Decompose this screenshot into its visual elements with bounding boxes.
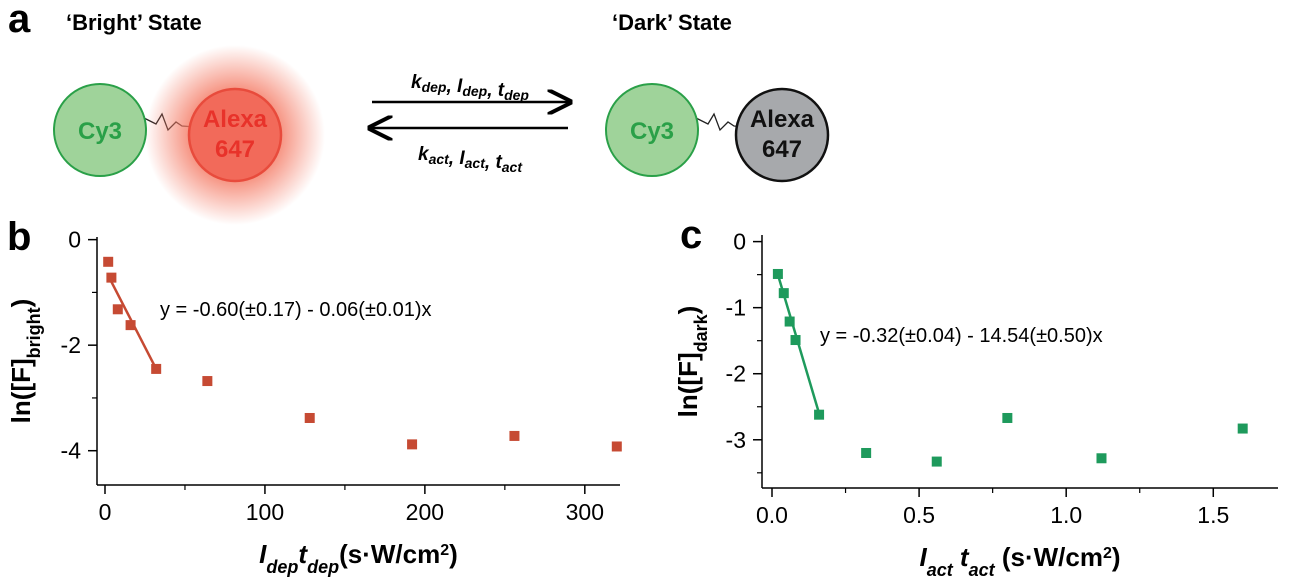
rate-subscript: act <box>429 151 451 167</box>
axis-label-part: t <box>953 542 970 572</box>
x-tick-label: 1.0 <box>1050 502 1082 528</box>
data-point <box>509 430 520 441</box>
rate-symbol: t <box>498 80 505 101</box>
panel-label: a <box>8 0 31 41</box>
acceptor <box>187 87 283 183</box>
acceptor <box>734 87 830 183</box>
rate-label: kdep, Idep, tdep <box>411 72 529 103</box>
x-tick-label: 0.0 <box>756 502 788 528</box>
acceptor-label: 647 <box>762 136 802 163</box>
data-point <box>790 335 801 346</box>
axis-label-part: t <box>298 539 308 569</box>
data-point <box>202 376 213 387</box>
axis-label-part: I <box>259 539 267 569</box>
y-tick-label: -3 <box>726 427 746 453</box>
rate-subscript: dep <box>422 79 447 95</box>
rate-symbol: I <box>457 76 463 97</box>
state-title: ‘Bright’ State <box>66 10 202 35</box>
x-tick-label: 200 <box>406 499 444 525</box>
rate-symbol: k <box>411 72 423 93</box>
axis-label-part: (s·W/cm <box>339 539 440 569</box>
data-point <box>611 441 622 452</box>
linker <box>695 112 785 132</box>
data-point <box>1237 423 1248 434</box>
panel-label: b <box>7 215 31 259</box>
y-tick-label: -2 <box>61 332 81 358</box>
data-point <box>814 409 825 420</box>
x-tick-label: 1.5 <box>1197 502 1229 528</box>
state-title: ‘Dark’ State <box>612 10 732 35</box>
axis-label-part: ) <box>6 299 36 308</box>
axis-label-part: I <box>919 542 927 572</box>
data-point <box>1002 412 1013 423</box>
rate-subscript: dep <box>462 83 487 99</box>
separator: , <box>445 76 457 97</box>
axis-label-part: act <box>927 560 954 580</box>
axis-label-part: ) <box>1112 542 1121 572</box>
donor <box>53 83 147 177</box>
axis-label-part: ) <box>449 539 458 569</box>
axis-label-part: 2 <box>1103 545 1112 562</box>
separator: , <box>448 148 460 169</box>
axis-label-part: ) <box>673 306 703 315</box>
rate-symbol: k <box>418 144 430 165</box>
data-point <box>784 316 795 327</box>
acceptor-label: 647 <box>215 136 255 163</box>
y-tick-label: -4 <box>61 438 82 464</box>
data-point <box>112 304 123 315</box>
x-tick-label: 100 <box>246 499 284 525</box>
axis-label: ln([F]dark) <box>673 306 711 418</box>
rate-symbol: I <box>459 148 465 169</box>
rate-subscript: dep <box>504 87 529 103</box>
axis-label-part: bright <box>24 307 44 358</box>
data-point <box>106 272 117 283</box>
data-point <box>407 439 418 450</box>
data-point <box>778 288 789 299</box>
axis-label-part: ln([F] <box>673 352 703 417</box>
data-point <box>103 256 114 267</box>
data-point <box>861 447 872 458</box>
data-point <box>1096 453 1107 464</box>
axis-label-part: dark <box>691 313 711 352</box>
fit-equation: y = -0.60(±0.17) - 0.06(±0.01)x <box>160 299 432 321</box>
x-tick-label: 300 <box>566 499 604 525</box>
donor-label: Cy3 <box>630 118 674 145</box>
panel-label: c <box>680 213 702 257</box>
axis-label-part: ln([F] <box>6 358 36 423</box>
data-point <box>772 268 783 279</box>
data-point <box>931 456 942 467</box>
axis-label: ln([F]bright) <box>6 299 44 424</box>
x-tick-label: 0 <box>99 499 112 525</box>
axis-label-part: 2 <box>440 542 449 559</box>
axis-label-part: dep <box>307 557 339 577</box>
y-tick-label: -1 <box>726 295 746 321</box>
acceptor-label: Alexa <box>750 106 815 133</box>
axis-label-part: (s·W/cm <box>995 542 1103 572</box>
donor-label: Cy3 <box>78 118 122 145</box>
axis-label: Iact tact (s·W/cm2) <box>919 542 1120 580</box>
rate-subscript: act <box>465 155 487 171</box>
acceptor-label: Alexa <box>203 106 268 133</box>
axis-label: Ideptdep(s·W/cm2) <box>259 539 458 577</box>
separator: , <box>486 80 498 101</box>
data-point <box>125 320 136 331</box>
axis-label-part: dep <box>266 557 298 577</box>
rate-symbol: t <box>495 152 502 173</box>
y-tick-label: 0 <box>68 227 81 253</box>
data-point <box>151 363 162 374</box>
donor <box>605 83 699 177</box>
x-tick-label: 0.5 <box>903 502 935 528</box>
rate-subscript: act <box>502 159 524 175</box>
data-point <box>304 412 315 423</box>
separator: , <box>484 152 496 173</box>
y-tick-label: 0 <box>733 229 746 255</box>
axis-label-part: act <box>969 560 996 580</box>
y-tick-label: -2 <box>726 361 746 387</box>
rate-label: kact, Iact, tact <box>418 144 523 175</box>
fit-equation: y = -0.32(±0.04) - 14.54(±0.50)x <box>820 325 1103 347</box>
